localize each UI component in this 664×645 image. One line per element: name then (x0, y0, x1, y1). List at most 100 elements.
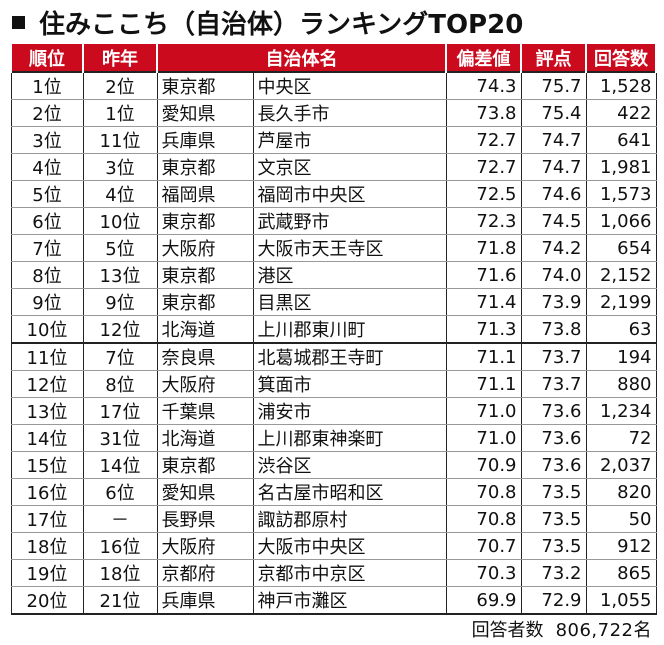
cell-responses: 641 (585, 126, 657, 154)
cell-score: 73.6 (520, 451, 587, 479)
cell-rank: 17位 (10, 505, 84, 533)
cell-rank: 6位 (10, 207, 84, 235)
cell-deviation: 74.3 (445, 71, 522, 100)
cell-score: 75.7 (520, 71, 587, 100)
respondent-total-count: 806,722名 (555, 620, 652, 641)
cell-prev-year: 31位 (82, 424, 158, 452)
header-responses: 回答数 (585, 44, 657, 72)
table-body: 1位 2位 東京都 中央区 74.3 75.7 1,528 2位 1位 愛知県 長久手市 73.8 75… (10, 71, 657, 615)
cell-deviation: 71.1 (445, 342, 522, 371)
cell-responses: 72 (585, 424, 657, 452)
cell-score: 74.7 (520, 126, 587, 154)
table-row: 4位 3位 東京都 文京区 72.7 74.7 1,981 (10, 153, 657, 181)
header-municipality: 自治体名 (156, 44, 447, 72)
cell-city: 箕面市 (252, 370, 447, 398)
cell-deviation: 71.6 (445, 261, 522, 289)
cell-deviation: 71.0 (445, 397, 522, 425)
cell-prev-year: 6位 (82, 478, 158, 506)
title-row: 住みここち（自治体）ランキングTOP20 (8, 2, 658, 42)
table-row: 20位 21位 兵庫県 神戸市灘区 69.9 72.9 1,055 (10, 586, 657, 615)
cell-score: 73.2 (520, 559, 587, 587)
table-row: 10位 12位 北海道 上川郡東川町 71.3 73.8 63 (10, 315, 657, 344)
cell-responses: 63 (585, 315, 657, 344)
cell-prev-year: 3位 (82, 153, 158, 181)
cell-score: 73.8 (520, 315, 587, 344)
cell-prev-year: 21位 (82, 586, 158, 615)
ranking-table: 順位 昨年 自治体名 偏差値 評点 回答数 1位 2位 東京都 中央区 74.3 75.7… (10, 44, 657, 615)
cell-prev-year: 13位 (82, 261, 158, 289)
cell-responses: 2,152 (585, 261, 657, 289)
cell-prefecture: 京都府 (156, 559, 254, 587)
cell-city: 浦安市 (252, 397, 447, 425)
cell-prefecture: 千葉県 (156, 397, 254, 425)
table-row: 19位 18位 京都府 京都市中京区 70.3 73.2 865 (10, 559, 657, 587)
cell-prev-year: 16位 (82, 532, 158, 560)
cell-prev-year: 12位 (82, 315, 158, 344)
cell-rank: 20位 (10, 586, 84, 615)
cell-score: 74.7 (520, 153, 587, 181)
cell-responses: 422 (585, 99, 657, 127)
cell-prefecture: 東京都 (156, 261, 254, 289)
table-row: 15位 14位 東京都 渋谷区 70.9 73.6 2,037 (10, 451, 657, 479)
cell-score: 73.5 (520, 532, 587, 560)
cell-responses: 654 (585, 234, 657, 262)
cell-score: 74.0 (520, 261, 587, 289)
cell-city: 上川郡東神楽町 (252, 424, 447, 452)
cell-rank: 13位 (10, 397, 84, 425)
cell-deviation: 73.8 (445, 99, 522, 127)
cell-prev-year: 1位 (82, 99, 158, 127)
cell-rank: 18位 (10, 532, 84, 560)
cell-responses: 50 (585, 505, 657, 533)
table-row: 16位 6位 愛知県 名古屋市昭和区 70.8 73.5 820 (10, 478, 657, 506)
cell-prefecture: 北海道 (156, 424, 254, 452)
cell-responses: 1,234 (585, 397, 657, 425)
cell-deviation: 69.9 (445, 586, 522, 615)
cell-prev-year: 5位 (82, 234, 158, 262)
cell-score: 75.4 (520, 99, 587, 127)
cell-responses: 880 (585, 370, 657, 398)
header-score: 評点 (520, 44, 587, 72)
cell-rank: 2位 (10, 99, 84, 127)
cell-prefecture: 愛知県 (156, 99, 254, 127)
header-prev-year: 昨年 (82, 44, 158, 72)
cell-deviation: 70.3 (445, 559, 522, 587)
cell-deviation: 71.4 (445, 288, 522, 316)
cell-deviation: 71.8 (445, 234, 522, 262)
cell-responses: 2,199 (585, 288, 657, 316)
cell-rank: 5位 (10, 180, 84, 208)
cell-city: 名古屋市昭和区 (252, 478, 447, 506)
cell-city: 港区 (252, 261, 447, 289)
cell-city: 芦屋市 (252, 126, 447, 154)
cell-score: 73.5 (520, 505, 587, 533)
table-row: 2位 1位 愛知県 長久手市 73.8 75.4 422 (10, 99, 657, 127)
cell-score: 74.2 (520, 234, 587, 262)
table-row: 17位－長野県 諏訪郡原村 70.8 73.5 50 (10, 505, 657, 533)
cell-city: 文京区 (252, 153, 447, 181)
square-bullet-icon (12, 15, 25, 29)
cell-prev-year: 18位 (82, 559, 158, 587)
cell-responses: 1,066 (585, 207, 657, 235)
cell-responses: 1,573 (585, 180, 657, 208)
cell-prefecture: 兵庫県 (156, 586, 254, 615)
cell-score: 73.7 (520, 370, 587, 398)
cell-prefecture: 大阪府 (156, 370, 254, 398)
cell-prefecture: 奈良県 (156, 342, 254, 371)
cell-prefecture: 東京都 (156, 207, 254, 235)
cell-deviation: 72.3 (445, 207, 522, 235)
cell-city: 福岡市中央区 (252, 180, 447, 208)
cell-city: 諏訪郡原村 (252, 505, 447, 533)
header-rank: 順位 (10, 44, 84, 72)
page-title: 住みここち（自治体）ランキングTOP20 (39, 9, 524, 40)
cell-city: 目黒区 (252, 288, 447, 316)
cell-rank: 12位 (10, 370, 84, 398)
cell-prev-year: 4位 (82, 180, 158, 208)
cell-deviation: 72.7 (445, 126, 522, 154)
cell-city: 渋谷区 (252, 451, 447, 479)
cell-responses: 912 (585, 532, 657, 560)
cell-deviation: 70.9 (445, 451, 522, 479)
cell-responses: 865 (585, 559, 657, 587)
cell-score: 73.6 (520, 424, 587, 452)
cell-prev-year: 9位 (82, 288, 158, 316)
cell-city: 上川郡東川町 (252, 315, 447, 344)
cell-prefecture: 長野県 (156, 505, 254, 533)
